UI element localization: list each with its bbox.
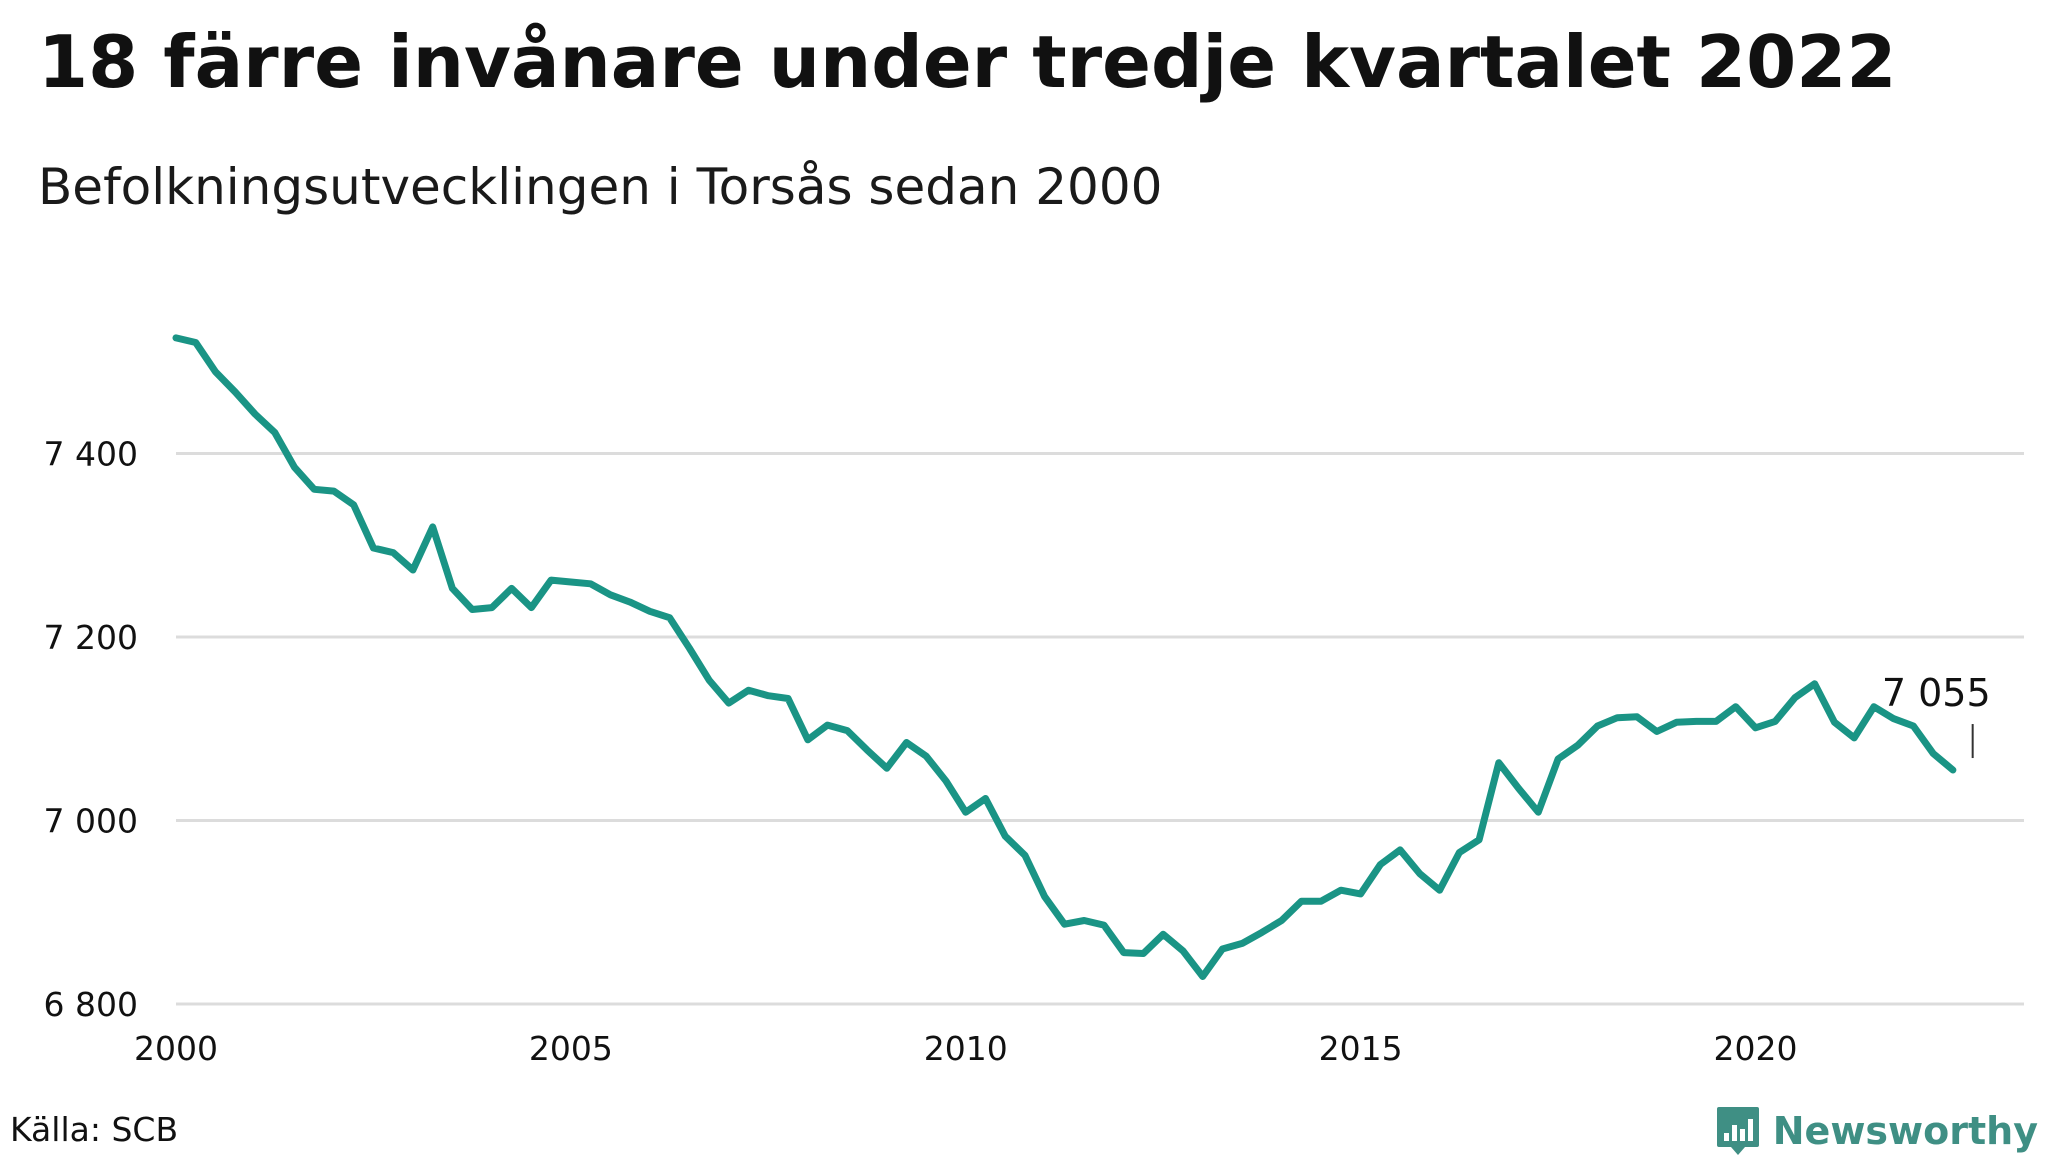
y-tick-label: 7 000 — [44, 802, 138, 841]
x-tick-label: 2015 — [1319, 1029, 1403, 1068]
source-note: Källa: SCB — [10, 1110, 179, 1149]
x-axis-labels: 2000 2005 2010 2015 2020 — [134, 1029, 1797, 1068]
newsworthy-logo-icon — [1716, 1107, 1759, 1155]
y-tick-label: 7 200 — [44, 618, 138, 657]
brand-logo: Newsworthy — [1715, 1103, 2038, 1159]
gridlines — [176, 452, 2024, 1006]
x-tick-label: 2000 — [134, 1029, 218, 1068]
y-axis-labels: 6 800 7 000 7 200 7 400 — [44, 435, 138, 1025]
annotation-layer: 7 055 — [1882, 671, 1991, 759]
x-tick-label: 2005 — [529, 1029, 613, 1068]
series-layer — [172, 334, 1957, 980]
x-tick-label: 2020 — [1713, 1029, 1797, 1068]
x-tick-label: 2010 — [924, 1029, 1008, 1068]
annotation-label: 7 055 — [1882, 671, 1991, 715]
chart-title: 18 färre invånare under tredje kvartalet… — [38, 20, 1897, 104]
brand-name: Newsworthy — [1772, 1109, 2038, 1153]
y-tick-label: 6 800 — [44, 985, 138, 1024]
y-tick-label: 7 400 — [44, 435, 138, 474]
series-line-0 — [172, 334, 1957, 980]
chart-subtitle: Befolkningsutvecklingen i Torsås sedan 2… — [38, 158, 1163, 216]
